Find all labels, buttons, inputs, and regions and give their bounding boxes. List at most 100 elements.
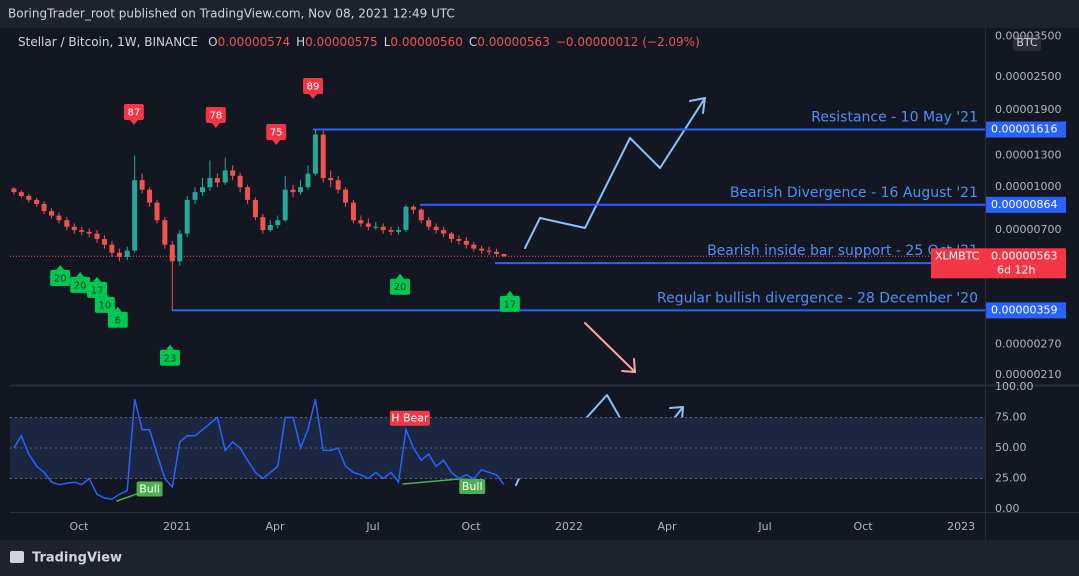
marker-box [205, 107, 226, 124]
marker-box [50, 269, 71, 286]
bullish-projection [524, 97, 706, 249]
candle-body [71, 226, 77, 231]
marker-box [107, 311, 128, 328]
candle-body [494, 251, 500, 254]
candle-body [267, 225, 273, 231]
y-tick-label: 0.00003500 [995, 30, 1061, 43]
x-tick-label: 2023 [947, 520, 975, 533]
marker-box [70, 276, 91, 293]
pivot-marker: 75 [266, 124, 287, 146]
x-tick-label: Jul [757, 520, 771, 533]
candle-body [433, 226, 439, 231]
x-tick-label: Oct [854, 520, 874, 533]
candle-body [252, 199, 258, 218]
marker-pointer [76, 271, 85, 277]
x-tick-label: 2022 [555, 520, 583, 533]
marker-label: 6 [115, 315, 121, 326]
candle-body [245, 187, 251, 200]
arrow-head [621, 358, 636, 373]
legend-symbol: Stellar / Bitcoin, 1W, BINANCE [18, 35, 198, 49]
candle-body [373, 226, 379, 228]
y-tick-label: 0.00000210 [995, 368, 1061, 381]
level-label: Regular bullish divergence - 28 December… [657, 290, 978, 306]
level-price-label: 0.00000359 [991, 303, 1057, 316]
marker-box [159, 349, 180, 366]
candle-body [34, 199, 40, 204]
candle-body [192, 192, 198, 200]
pivot-marker: 87 [123, 103, 144, 125]
candle-body [260, 217, 266, 231]
logo-icon [10, 551, 24, 563]
rsi-annotation-box [389, 410, 430, 426]
marker-box [87, 281, 108, 298]
marker-box [94, 296, 115, 313]
rsi-annotation-label: H Bear [391, 412, 429, 425]
rsi-annotation-label: Bull [462, 480, 483, 493]
candle-body [486, 250, 492, 252]
candle-body [41, 203, 47, 212]
marker-label: 20 [54, 273, 67, 284]
candle-body [56, 215, 62, 221]
footer-bar [0, 540, 1079, 576]
x-tick-label: Apr [658, 520, 678, 533]
price-tag-symbol: XLMBTC [935, 249, 980, 262]
candle-body [147, 189, 153, 203]
marker-pointer [100, 291, 109, 297]
price-tag-box [931, 248, 1066, 279]
candle-body [501, 253, 507, 257]
candle-body [463, 240, 469, 245]
candle-body [169, 244, 175, 262]
x-tick-label: Apr [266, 520, 286, 533]
legend-key: H [296, 35, 305, 49]
footer-logo: TradingView [10, 551, 122, 566]
legend-value: 0.00000563 [477, 35, 550, 49]
marker-label: 87 [128, 107, 141, 118]
rsi-annotation-box [459, 479, 486, 494]
legend-key: O [208, 35, 217, 49]
candle-body [86, 231, 92, 234]
rsi-band [10, 417, 985, 479]
marker-box [123, 103, 144, 120]
marker-label: 17 [503, 299, 516, 310]
level-label: Bearish inside bar support - 25 Oct '21 [707, 243, 978, 259]
candle-body [49, 211, 55, 216]
candle-body [124, 250, 130, 257]
candle-body [418, 209, 424, 221]
price-tag-countdown: 6d 12h [997, 263, 1035, 276]
legend-value: 0.00000560 [390, 35, 463, 49]
marker-label: 17 [91, 285, 104, 296]
legend-key: L [384, 35, 391, 49]
candle-body [214, 177, 220, 183]
marker-label: 89 [307, 82, 320, 93]
level-price-label: 0.00000864 [991, 198, 1057, 211]
candle-body [154, 202, 160, 221]
candle-body [388, 230, 394, 232]
footer-brand: TradingView [32, 551, 122, 566]
marker-pointer [165, 344, 174, 350]
header-bar [0, 0, 1079, 28]
x-tick-label: Oct [462, 520, 482, 533]
level-label: Bearish Divergence - 16 August '21 [730, 185, 978, 201]
candle-body [116, 252, 122, 257]
candle-body [358, 220, 364, 224]
y-tick-label: 0.00001300 [995, 149, 1061, 162]
legend-value: 0.00000574 [218, 35, 291, 49]
candle-body [94, 233, 100, 240]
candle-body [410, 206, 416, 210]
candle-body [343, 189, 349, 203]
candle-body [312, 134, 318, 174]
marker-pointer [93, 276, 102, 282]
y-tick-label: 0.00000700 [995, 223, 1061, 236]
rsi-annotation-label: Bull [139, 482, 160, 495]
marker-label: 20 [394, 282, 407, 293]
pivot-marker: 20 [70, 271, 91, 293]
pivot-marker: 78 [205, 107, 226, 129]
pivot-marker: 10 [94, 291, 115, 313]
candle-body [426, 220, 432, 227]
marker-box [390, 278, 411, 295]
currency-badge: BTC [1013, 35, 1041, 51]
badge-box [1013, 35, 1041, 51]
candle-body [448, 233, 454, 240]
candle-body [456, 239, 462, 241]
pivot-marker: 20 [390, 273, 411, 295]
